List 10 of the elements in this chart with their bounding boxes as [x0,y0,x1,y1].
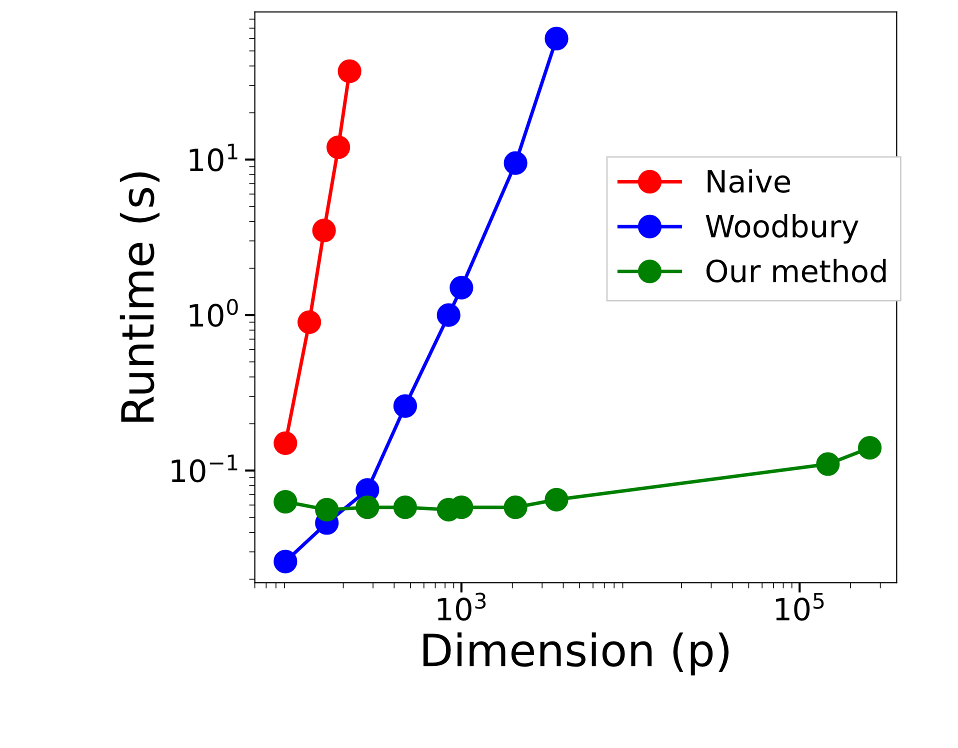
y-tick-label: 10$^{0}$ [190,298,238,327]
legend-label: Woodbury [706,214,858,244]
y-tick-label: 10$^{−1}$ [172,454,238,482]
y-axis-title: Runtime (s) [120,172,160,422]
x-axis-title: Dimension (p) [423,632,729,676]
legend-label: Our method [706,258,886,283]
x-tick-label: 10$^{3}$ [438,592,486,621]
x-tick-label: 10$^{5}$ [776,592,824,621]
y-tick-label: 10$^{1}$ [190,144,238,172]
legend-label: Naive [708,169,790,193]
